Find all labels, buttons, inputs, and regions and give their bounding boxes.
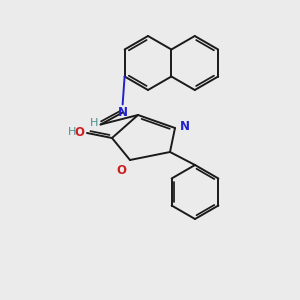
Text: H: H: [89, 118, 98, 128]
Text: O: O: [116, 164, 126, 177]
Text: N: N: [118, 106, 128, 118]
Text: N: N: [180, 121, 190, 134]
Text: O: O: [74, 125, 84, 139]
Text: H: H: [68, 127, 76, 137]
